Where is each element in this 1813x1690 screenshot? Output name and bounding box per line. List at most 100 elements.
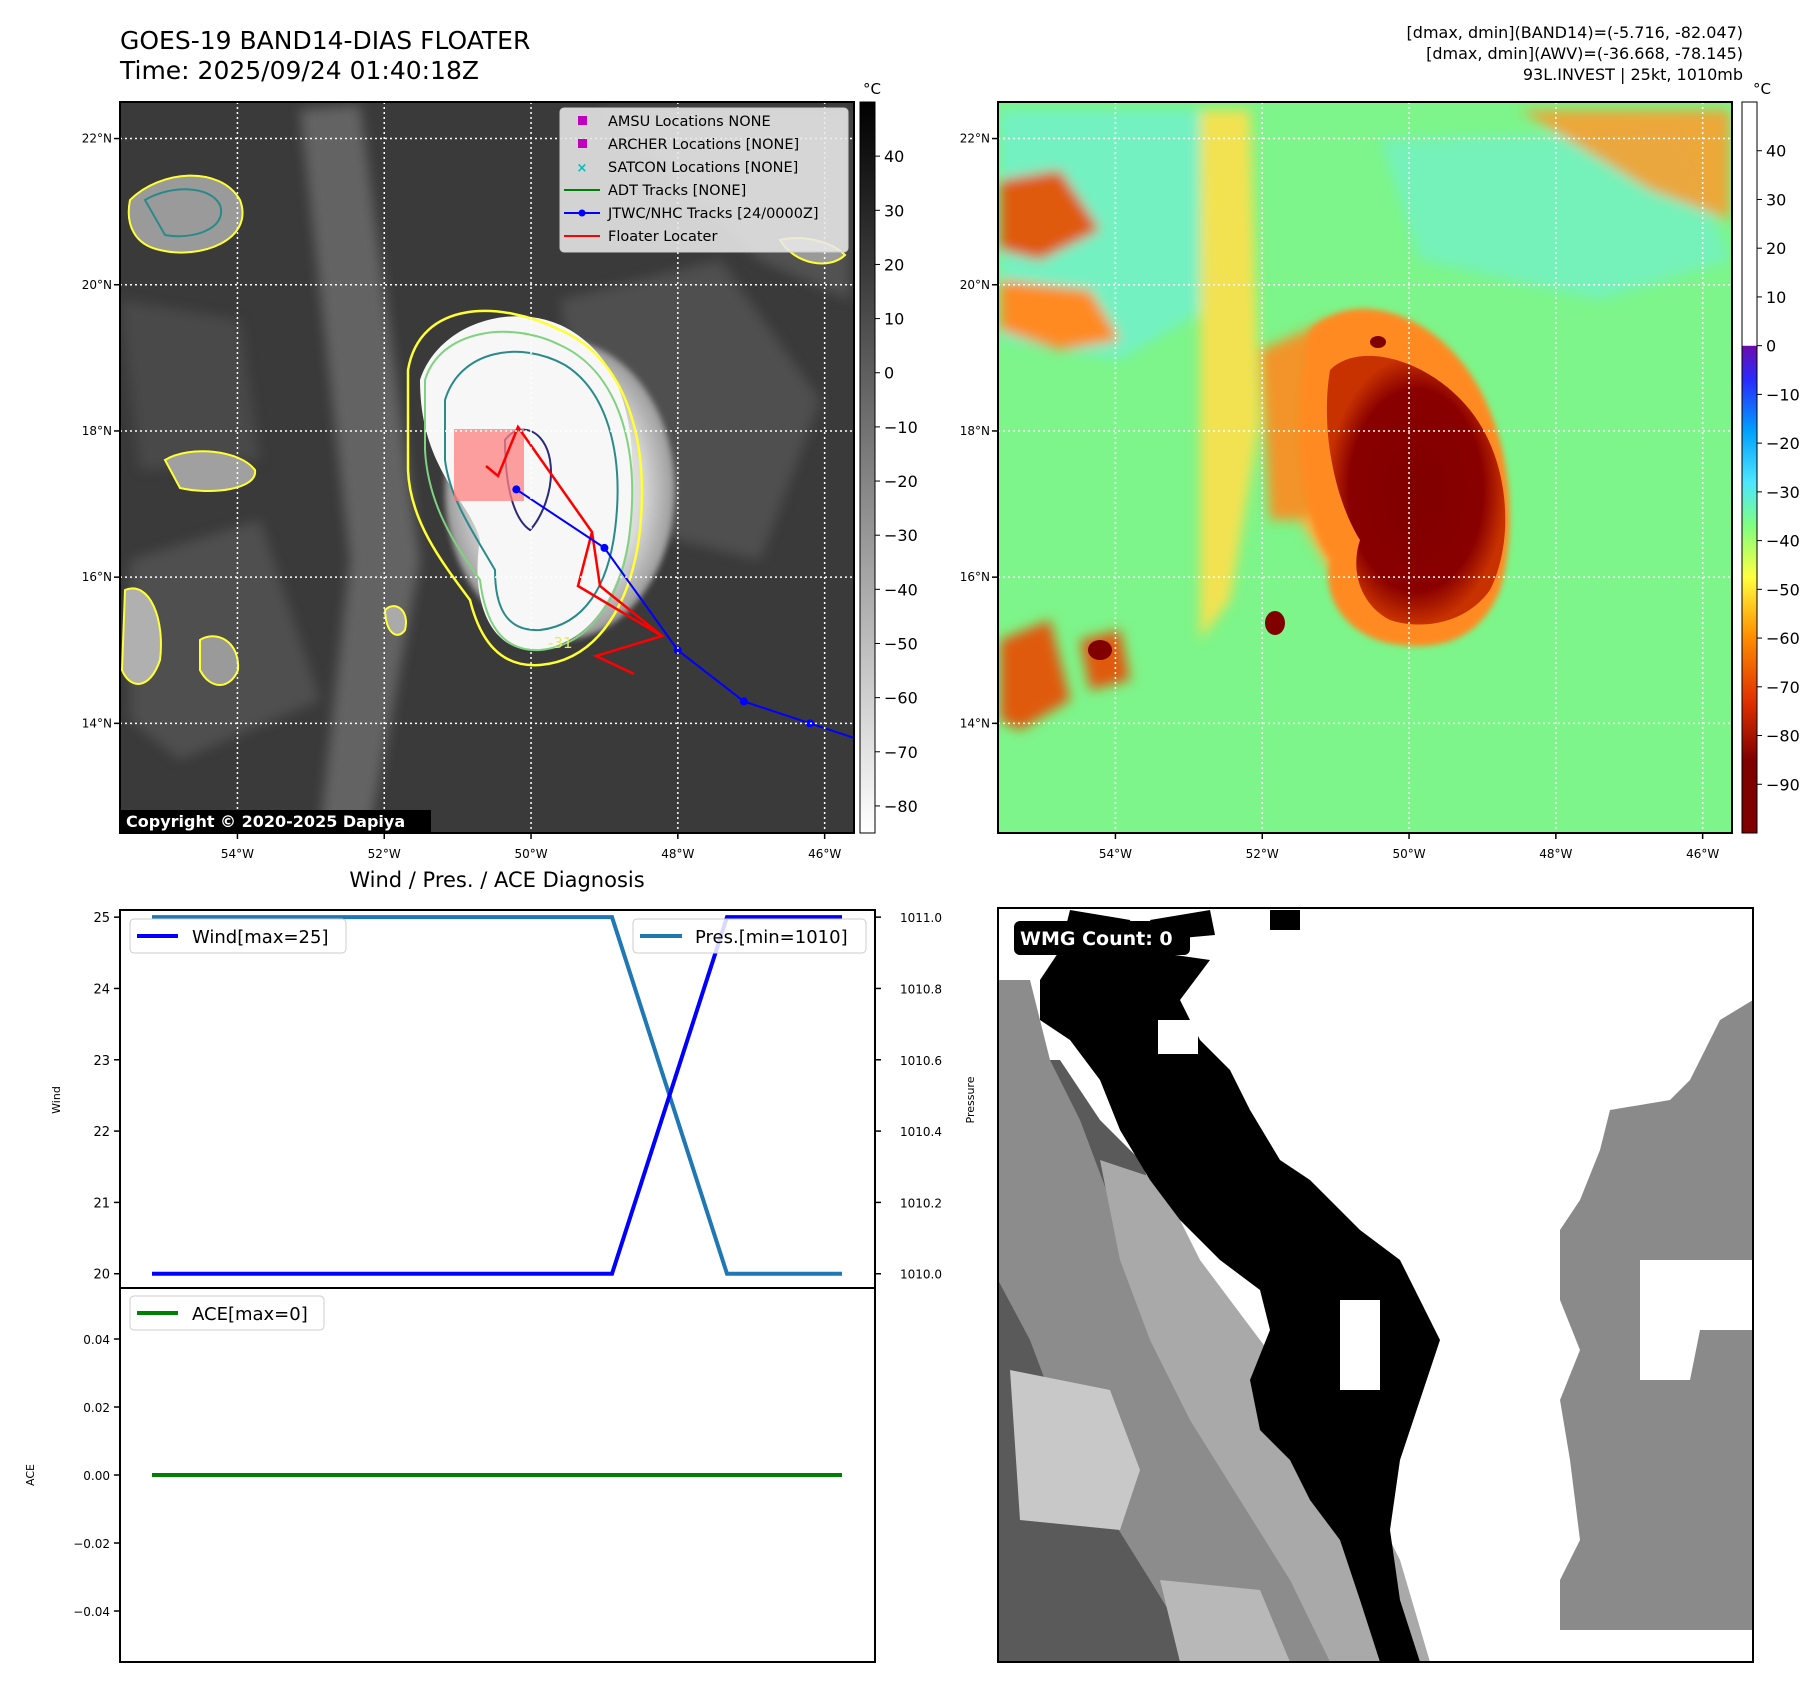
enhanced-colorbar-tick-label: −70	[1766, 678, 1800, 697]
enhanced-colorbar-tick-label: 10	[1766, 288, 1786, 307]
ace-tick-label: 0.02	[83, 1401, 110, 1415]
ir-map-lon-label: 52°W	[368, 847, 401, 861]
stats-line-3: 93L.INVEST | 25kt, 1010mb	[1522, 65, 1743, 84]
ir-map-lat-label: 14°N	[82, 716, 112, 730]
ir-map-lon-label: 54°W	[221, 847, 254, 861]
ace-tick-label: 0.00	[83, 1469, 110, 1483]
ace-chart: 0.04 0.02 0.00 −0.02 −0.04 ACE ACE[max=0]	[24, 1287, 876, 1663]
enhanced-colorbar-tick-label: −90	[1766, 775, 1800, 794]
ir-colorbar-tick-label: −10	[884, 418, 918, 437]
ir-colorbar-tick-label: 0	[884, 364, 894, 383]
wind-series-line	[152, 915, 842, 1276]
legend-label: JTWC/NHC Tracks [24/0000Z]	[607, 206, 819, 222]
jtwc-track-point	[805, 719, 814, 728]
ir-colorbar-tick-label: 30	[884, 201, 904, 220]
ir-colorbar-tick-label: 20	[884, 255, 904, 274]
enhanced-map-panel: 54°W 52°W 50°W 48°W 46°W 22°N 20°N 18°N 16°N 14°N	[960, 101, 1733, 861]
stats-line-2: [dmax, dmin](AWV)=(-36.668, -78.145)	[1426, 44, 1743, 63]
enhanced-colorbar-tick-label: −40	[1766, 532, 1800, 551]
wind-tick-label: 22	[93, 1125, 110, 1140]
jtwc-track-point	[600, 543, 609, 552]
jtwc-track-line	[515, 488, 854, 739]
enhanced-colorbar-tick-label: −20	[1766, 434, 1800, 453]
enhanced-colorbar-tick-label: 30	[1766, 190, 1786, 209]
wind-legend: Wind[max=25]	[129, 918, 347, 954]
ir-map-panel: -31 54°W 52°W 50°W 48°W 46°W 22°N 20°N 18°N 16°N…	[82, 101, 855, 861]
enhanced-map-lat-label: 14°N	[960, 716, 990, 730]
enhanced-colorbar-tick-label: −30	[1766, 483, 1800, 502]
legend-label: ARCHER Locations [NONE]	[608, 137, 799, 153]
enhanced-map-gridlines	[998, 102, 1732, 833]
contour-label: -31	[548, 634, 573, 652]
ace-axis-label: ACE	[24, 1464, 37, 1486]
legend-square-icon	[578, 116, 587, 125]
pressure-axis-label: Pressure	[964, 1076, 977, 1123]
ir-map-lon-label: 50°W	[514, 847, 547, 861]
enhanced-map-lon-label: 54°W	[1099, 847, 1132, 861]
legend-entry: AMSU Locations NONE	[578, 114, 771, 130]
ir-map-lat-label: 22°N	[82, 132, 112, 146]
wmg-panel: WMG Count: 0	[997, 907, 1754, 1663]
ir-map-lat-label: 16°N	[82, 570, 112, 584]
legend-square-icon	[578, 139, 587, 148]
ir-colorbar-tick-label: −60	[884, 689, 918, 708]
ace-legend: ACE[max=0]	[129, 1295, 325, 1331]
enhanced-map-lat-label: 20°N	[960, 278, 990, 292]
pressure-legend-label: Pres.[min=1010]	[695, 927, 848, 948]
pressure-tick-label: 1010.0	[900, 1268, 942, 1282]
ir-colorbar-tick-label: −70	[884, 743, 918, 762]
enhanced-imagery	[998, 102, 1732, 833]
wind-axis: 20 21 22 23 24 25	[93, 911, 120, 1283]
ir-map-gridlines	[120, 102, 854, 833]
ir-colorbar-tick-label: −20	[884, 472, 918, 491]
enhanced-map-lon-label: 50°W	[1392, 847, 1425, 861]
ir-colorbar-tick-label: 40	[884, 147, 904, 166]
legend-dot-icon	[578, 209, 586, 217]
legend-entry: ARCHER Locations [NONE]	[578, 137, 799, 153]
enhanced-colorbar: °C 40 30 20 10 0 −10 −20 −30 −40 −50 −60 −70 −80 −90	[1741, 80, 1800, 834]
ir-map-lat-label: 18°N	[82, 424, 112, 438]
pressure-tick-label: 1010.4	[900, 1125, 942, 1139]
ir-colorbar: °C 40 30 20 10 0 −10 −20 −30 −40 −50 −60 −70 −80	[859, 80, 918, 834]
legend-label: Floater Locater	[608, 229, 717, 245]
jtwc-track-point	[673, 646, 682, 655]
enhanced-map-lat-label: 18°N	[960, 424, 990, 438]
pressure-tick-label: 1010.2	[900, 1196, 942, 1210]
ir-colorbar-tick-label: −50	[884, 634, 918, 653]
jtwc-track-points	[512, 485, 814, 728]
jtwc-track-point	[739, 697, 748, 706]
enhanced-colorbar-tick-label: −80	[1766, 727, 1800, 746]
jtwc-track-point	[512, 485, 521, 494]
enhanced-colorbar-unit: °C	[1753, 80, 1771, 98]
enhanced-colorbar-tick-label: 0	[1766, 337, 1776, 356]
legend-label: ADT Tracks [NONE]	[608, 183, 746, 199]
wind-legend-label: Wind[max=25]	[192, 927, 329, 948]
ir-map-axes: 54°W 52°W 50°W 48°W 46°W 22°N 20°N 18°N 16°N 14°N	[82, 132, 842, 861]
pressure-legend: Pres.[min=1010]	[632, 918, 867, 954]
ir-colorbar-tick-label: −40	[884, 580, 918, 599]
ir-map-lon-label: 48°W	[661, 847, 694, 861]
enhanced-map-lat-label: 16°N	[960, 570, 990, 584]
wind-tick-label: 24	[93, 982, 110, 997]
stats-block: [dmax, dmin](BAND14)=(-5.716, -82.047) […	[1407, 22, 1743, 85]
enhanced-colorbar-tick-label: −10	[1766, 385, 1800, 404]
ir-map-lon-label: 46°W	[808, 847, 841, 861]
ace-tick-label: −0.02	[73, 1537, 110, 1551]
copyright-badge	[121, 810, 431, 833]
map-legend: AMSU Locations NONE ARCHER Locations [NON…	[559, 107, 849, 253]
enhanced-map-lon-label: 46°W	[1686, 847, 1719, 861]
legend-entry: JTWC/NHC Tracks [24/0000Z]	[564, 206, 819, 222]
enhanced-map-lon-label: 52°W	[1246, 847, 1279, 861]
ir-map-lat-label: 20°N	[82, 278, 112, 292]
wind-axis-label: Wind	[50, 1086, 63, 1114]
legend-x-icon: ×	[577, 161, 588, 176]
pressure-series-line	[152, 915, 842, 1276]
wind-tick-label: 21	[93, 1196, 110, 1211]
ace-legend-label: ACE[max=0]	[192, 1304, 308, 1325]
enhanced-map-lat-label: 22°N	[960, 132, 990, 146]
legend-entry: Floater Locater	[564, 229, 717, 245]
title-line-2: Time: 2025/09/24 01:40:18Z	[120, 56, 479, 85]
legend-entry: × SATCON Locations [NONE]	[577, 160, 799, 176]
pressure-tick-label: 1011.0	[900, 911, 942, 925]
